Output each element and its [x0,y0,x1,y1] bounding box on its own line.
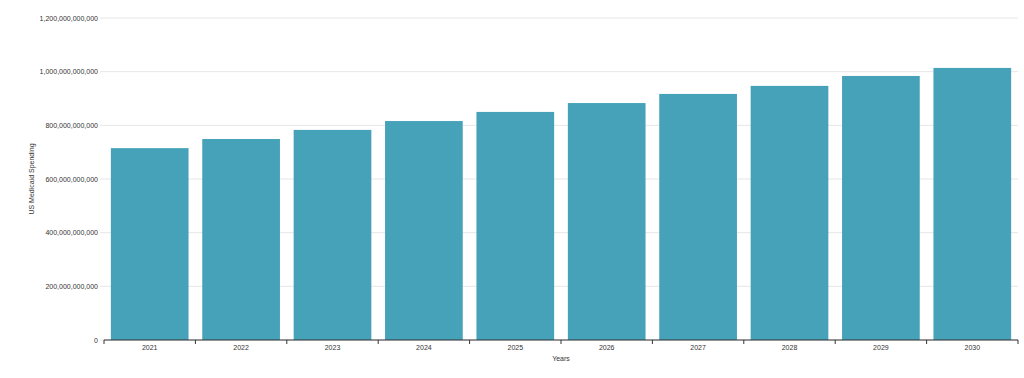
x-tick [195,340,196,344]
x-tick-label: 2025 [508,344,524,351]
y-tick [100,18,104,19]
grid [100,18,1018,340]
x-tick-label: 2030 [965,344,981,351]
y-tick-label: 1,000,000,000,000 [40,68,98,75]
grid-line [104,18,1018,19]
y-tick-label: 800,000,000,000 [45,122,98,129]
y-tick-label: 400,000,000,000 [45,229,98,236]
x-tick [378,340,379,344]
x-tick [652,340,653,344]
y-tick [100,232,104,233]
chart-container: 0 200,000,000,000 400,000,000,000 600,000,0… [0,0,1024,378]
x-tick [561,340,562,344]
y-tick [100,71,104,72]
x-tick-label: 2027 [690,344,706,351]
x-tick [469,340,470,344]
chart-svg: 0 200,000,000,000 400,000,000,000 600,000,0… [0,0,1024,378]
y-tick-label: 1,200,000,000,000 [40,15,98,22]
bar [751,86,829,340]
y-tick [100,125,104,126]
y-tick [100,286,104,287]
x-tick-label: 2029 [873,344,889,351]
x-tick [286,340,287,344]
y-tick-label: 600,000,000,000 [45,176,98,183]
bar [111,148,189,340]
y-tick [100,179,104,180]
y-tick-labels: 0 200,000,000,000 400,000,000,000 600,000,0… [40,15,98,344]
y-tick-label: 0 [94,337,98,344]
x-axis: 2021 2022 2023 2024 2025 2026 2027 2028 2029 2030 [104,340,1018,351]
bar [385,121,463,340]
bar [202,139,280,340]
bar [842,76,920,340]
y-tick-label: 200,000,000,000 [45,283,98,290]
bars [111,68,1011,340]
grid-line [104,71,1018,72]
x-tick [104,340,105,344]
x-tick [743,340,744,344]
y-tick [100,340,104,341]
bar [294,130,372,340]
x-tick [1018,340,1019,344]
x-tick-label: 2021 [142,344,158,351]
bar [933,68,1011,340]
bar [659,94,737,340]
x-tick-label: 2028 [782,344,798,351]
bar [476,112,554,340]
x-tick [926,340,927,344]
x-axis-label: Years [552,355,570,362]
x-tick [835,340,836,344]
x-tick-label: 2026 [599,344,615,351]
x-tick-label: 2024 [416,344,432,351]
x-tick-label: 2023 [325,344,341,351]
x-tick-label: 2022 [233,344,249,351]
y-axis-label: US Medicaid Spending [28,143,36,214]
bar [568,103,646,340]
